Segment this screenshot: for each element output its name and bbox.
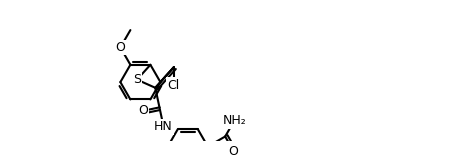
- Text: O: O: [138, 104, 148, 117]
- Text: Cl: Cl: [168, 79, 180, 92]
- Text: S: S: [133, 73, 141, 86]
- Text: O: O: [115, 41, 125, 54]
- Text: NH₂: NH₂: [222, 114, 246, 127]
- Text: O: O: [229, 145, 239, 158]
- Text: HN: HN: [154, 120, 173, 134]
